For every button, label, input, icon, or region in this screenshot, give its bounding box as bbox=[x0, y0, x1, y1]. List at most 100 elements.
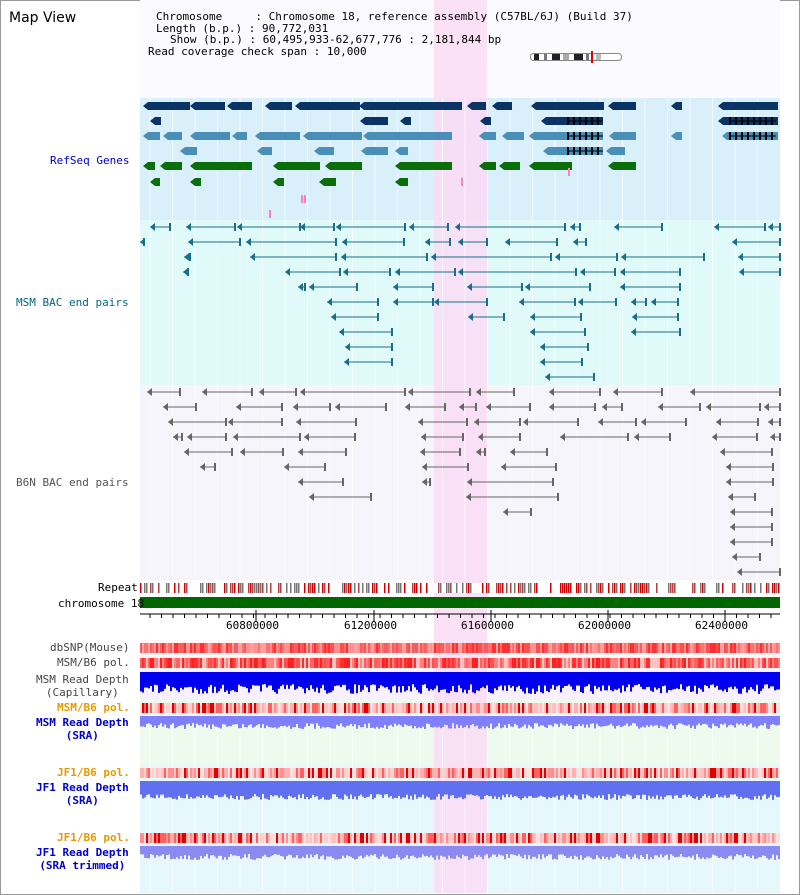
repeat-element bbox=[506, 583, 508, 593]
jf1-depth-trim-bar bbox=[394, 846, 396, 859]
msm-depth-sra-bar bbox=[688, 716, 690, 725]
jf1-b6-pol-trim-cell bbox=[572, 833, 574, 843]
msm-b6-pol-cell bbox=[262, 658, 264, 668]
repeat-element bbox=[674, 583, 676, 593]
jf1-b6-pol-cell bbox=[344, 768, 346, 778]
jf1-b6-pol-cell bbox=[532, 768, 534, 778]
jf1-b6-pol-cell bbox=[254, 768, 256, 778]
msm-b6-pol-sra-cell bbox=[430, 703, 432, 713]
jf1-b6-pol-trim-cell bbox=[682, 833, 684, 843]
msm-b6-pol-sra-cell bbox=[744, 703, 746, 713]
msm-b6-pol-cell bbox=[566, 658, 568, 668]
jf1-b6-pol-cell bbox=[704, 768, 706, 778]
jf1-b6-pol-cell bbox=[630, 768, 632, 778]
msm-b6-pol-sra-cell bbox=[574, 703, 576, 713]
dbsnp-cell bbox=[650, 643, 652, 653]
dbsnp-cell bbox=[280, 643, 282, 653]
msm-depth-cap-bar bbox=[648, 672, 650, 687]
jf1-depth-trim-bar bbox=[312, 846, 314, 858]
msm-b6-pol-cell bbox=[416, 658, 418, 668]
repeat-element bbox=[152, 583, 154, 593]
repeat-element bbox=[466, 583, 468, 593]
jf1-depth-trim-bar bbox=[360, 846, 362, 856]
msm-depth-sra-bar bbox=[502, 716, 504, 728]
msm-depth-cap-bar bbox=[230, 672, 232, 691]
msm-depth-cap-bar bbox=[524, 672, 526, 694]
msm-bac-pair-end bbox=[309, 283, 314, 291]
repeat-element bbox=[500, 583, 502, 593]
jf1-depth-sra-bar bbox=[774, 781, 776, 796]
jf1-b6-pol-trim-cell bbox=[350, 833, 352, 843]
gene-arrow bbox=[314, 147, 319, 155]
chromosome-ideogram[interactable] bbox=[530, 51, 622, 63]
jf1-b6-pol-trim-cell bbox=[740, 833, 742, 843]
b6n-bac-pair-end bbox=[772, 463, 774, 471]
msm-depth-sra-bar bbox=[612, 716, 614, 726]
b6n-bac-pair-end bbox=[594, 403, 596, 411]
dbsnp-cell bbox=[486, 643, 488, 653]
dbsnp-cell bbox=[476, 643, 478, 653]
jf1-b6-pol-trim-cell bbox=[716, 833, 718, 843]
msm-b6-pol-sra-cell bbox=[374, 703, 376, 713]
jf1-depth-sra-bar bbox=[504, 781, 506, 798]
msm-depth-cap-bar bbox=[198, 672, 200, 694]
msm-b6-pol-sra-cell bbox=[684, 703, 686, 713]
msm-b6-pol-cell bbox=[258, 658, 260, 668]
jf1-depth-trim-bar bbox=[422, 846, 424, 855]
jf1-depth-sra-bar bbox=[736, 781, 738, 797]
repeat-element bbox=[426, 583, 428, 593]
b6n-bac-pair-end bbox=[225, 433, 227, 441]
jf1-depth-sra-bar bbox=[748, 781, 750, 799]
jf1-b6-pol-trim-cell bbox=[456, 833, 458, 843]
msm-b6-pol-sra-cell bbox=[420, 703, 422, 713]
msm-depth-cap-bar bbox=[282, 672, 284, 685]
msm-depth-sra-bar bbox=[668, 716, 670, 726]
msm-b6-pol-sra-cell bbox=[216, 703, 218, 713]
msm-b6-pol-sra-cell bbox=[300, 703, 302, 713]
msm-depth-sra-bar bbox=[450, 716, 452, 729]
msm-depth-cap-bar bbox=[212, 672, 214, 693]
msm-b6-pol-cell bbox=[696, 658, 698, 668]
msm-b6-pol-sra-cell bbox=[410, 703, 412, 713]
jf1-depth-trim-bar bbox=[482, 846, 484, 860]
msm-b6-pol-sra-cell bbox=[526, 703, 528, 713]
jf1-depth-trim-bar bbox=[766, 846, 768, 859]
jf1-depth-trim-bar bbox=[680, 846, 682, 855]
jf1-depth-trim-bar bbox=[510, 846, 512, 855]
b6n-bac-pair-end bbox=[764, 403, 769, 411]
jf1-depth-trim-bar bbox=[232, 846, 234, 856]
b6n-bac-pair-end bbox=[173, 433, 178, 441]
msm-b6-pol-sra-cell bbox=[474, 703, 476, 713]
msm-depth-cap-bar bbox=[278, 672, 280, 689]
msm-depth-sra-bar bbox=[168, 716, 170, 729]
msm-bac-pair-end bbox=[342, 238, 347, 246]
dbsnp-cell bbox=[226, 643, 228, 653]
msm-bac-pair-end bbox=[677, 298, 679, 306]
gene-arrow bbox=[479, 162, 484, 170]
jf1-b6-pol-cell bbox=[676, 768, 678, 778]
msm-depth-cap-bar bbox=[316, 672, 318, 688]
jf1-depth-sra-bar bbox=[698, 781, 700, 800]
msm-bac-pair-end bbox=[768, 223, 773, 231]
jf1-depth-trim-bar bbox=[590, 846, 592, 858]
msm-depth-cap-bar bbox=[412, 672, 414, 685]
dbsnp-cell bbox=[228, 643, 230, 653]
jf1-b6-pol-cell bbox=[686, 768, 688, 778]
msm-depth-cap-bar bbox=[186, 672, 188, 688]
msm-b6-pol-cell bbox=[270, 658, 272, 668]
jf1-depth-trim-bar bbox=[750, 846, 752, 859]
msm-b6-pol-cell bbox=[672, 658, 674, 668]
jf1-b6-pol-cell bbox=[208, 768, 210, 778]
jf1-b6-pol-cell bbox=[684, 768, 686, 778]
msm-depth-sra-bar bbox=[610, 716, 612, 724]
jf1-depth-sra-bar bbox=[470, 781, 472, 795]
msm-bac-pair-end bbox=[393, 298, 398, 306]
msm-b6-pol-cell bbox=[146, 658, 148, 668]
jf1-depth-sra-bar bbox=[586, 781, 588, 795]
msm-depth-sra-bar bbox=[436, 716, 438, 728]
jf1-depth-trim-bar bbox=[690, 846, 692, 858]
dbsnp-cell bbox=[664, 643, 666, 653]
msm-b6-pol-sra-cell bbox=[668, 703, 670, 713]
msm-depth-sra-bar bbox=[214, 716, 216, 727]
